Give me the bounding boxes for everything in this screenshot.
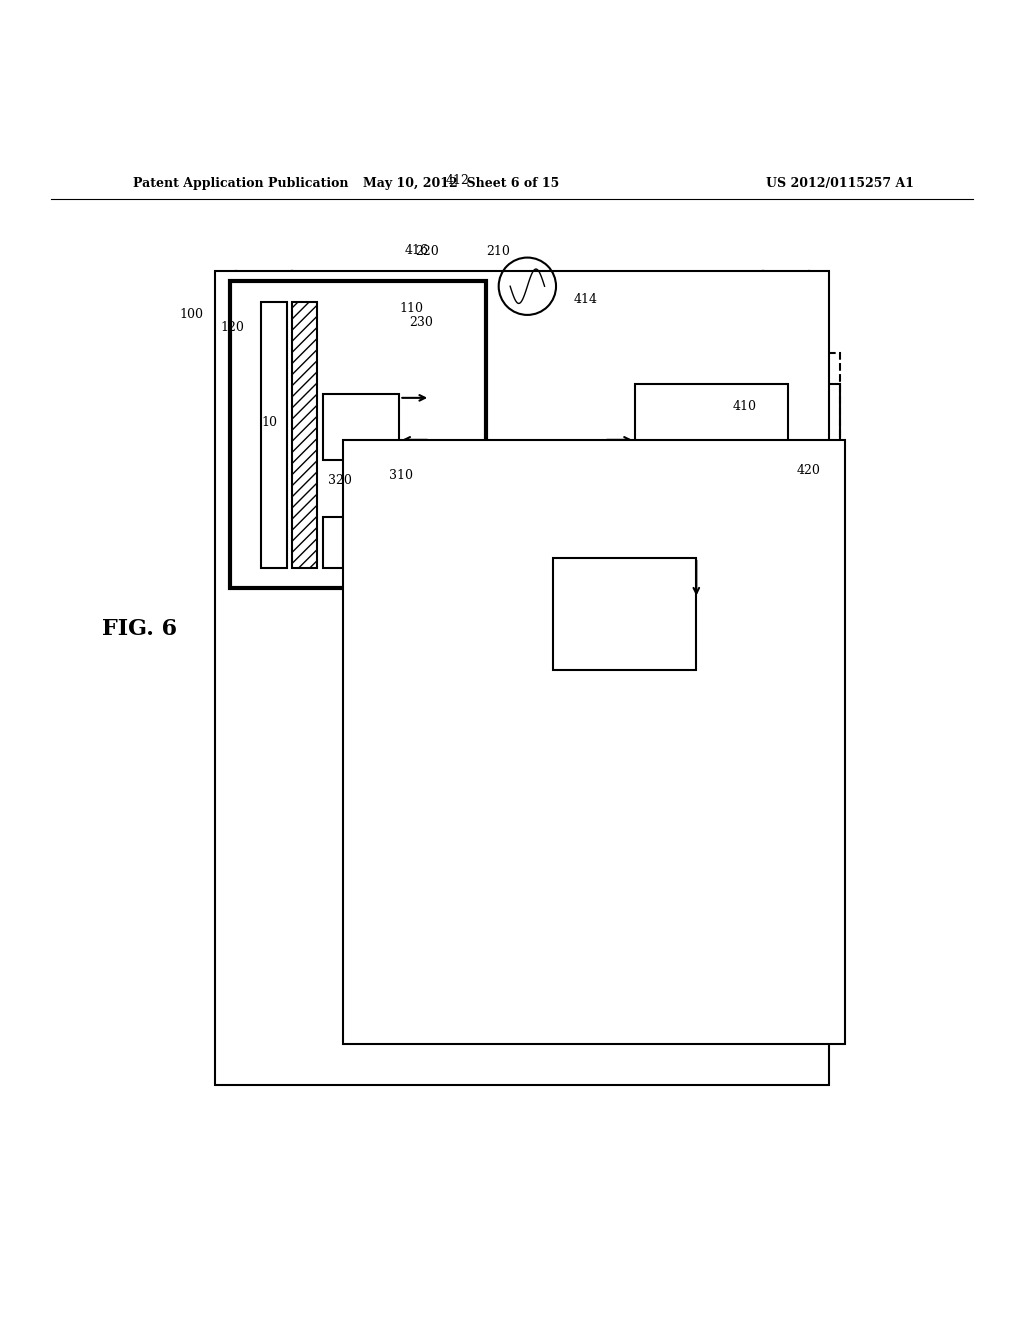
Text: 100: 100 <box>179 309 203 321</box>
FancyBboxPatch shape <box>343 440 845 1044</box>
Text: 420: 420 <box>797 465 820 477</box>
Text: 110: 110 <box>399 302 423 315</box>
Text: 10: 10 <box>261 416 278 429</box>
FancyBboxPatch shape <box>635 507 788 598</box>
Text: 412: 412 <box>445 174 469 187</box>
Text: 120: 120 <box>220 321 244 334</box>
FancyBboxPatch shape <box>553 557 696 671</box>
FancyBboxPatch shape <box>230 281 486 589</box>
FancyBboxPatch shape <box>261 301 287 568</box>
Text: US 2012/0115257 A1: US 2012/0115257 A1 <box>766 177 913 190</box>
Text: 230: 230 <box>410 315 433 329</box>
FancyBboxPatch shape <box>323 516 343 568</box>
Text: 416: 416 <box>404 244 428 257</box>
FancyBboxPatch shape <box>292 301 317 568</box>
Text: Patent Application Publication: Patent Application Publication <box>133 177 348 190</box>
Text: 220: 220 <box>415 246 438 257</box>
Text: May 10, 2012  Sheet 6 of 15: May 10, 2012 Sheet 6 of 15 <box>362 177 559 190</box>
Text: 210: 210 <box>486 246 510 257</box>
Text: FIG. 6: FIG. 6 <box>102 618 177 640</box>
Text: 410: 410 <box>732 400 756 413</box>
Text: 414: 414 <box>573 293 597 306</box>
FancyBboxPatch shape <box>215 271 829 1085</box>
Text: 310: 310 <box>389 469 413 482</box>
Text: 320: 320 <box>328 474 351 487</box>
FancyBboxPatch shape <box>323 393 399 461</box>
FancyBboxPatch shape <box>635 384 788 475</box>
